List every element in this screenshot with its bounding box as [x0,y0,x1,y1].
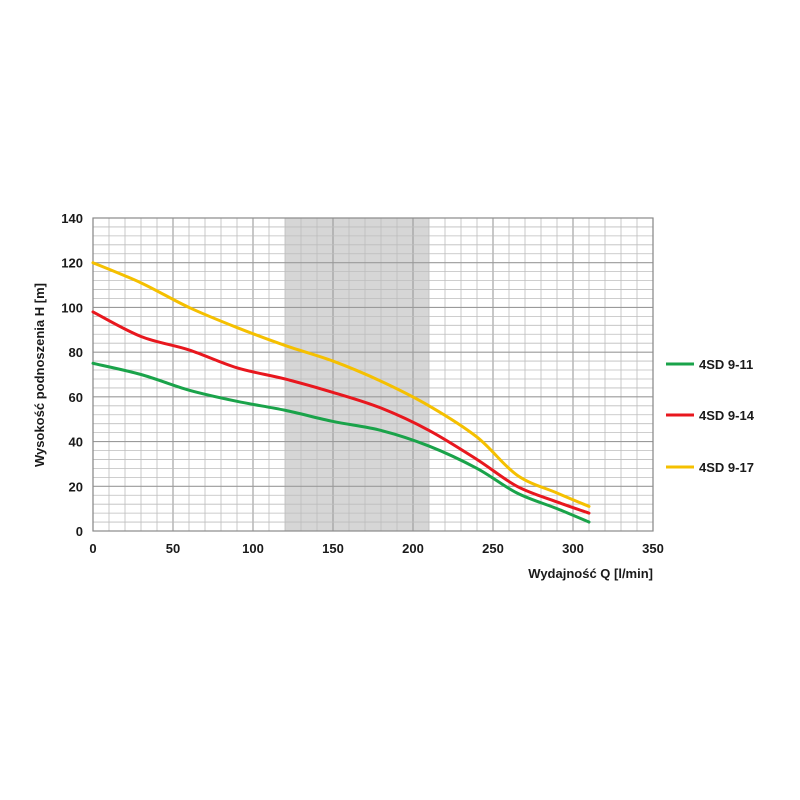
y-tick-label: 0 [76,524,83,539]
x-tick-label: 200 [402,541,424,556]
plot-frame [92,217,654,532]
legend-label: 4SD 9-11 [699,357,753,372]
y-tick-label: 80 [69,345,83,360]
y-tick-label: 60 [69,390,83,405]
y-tick-label: 40 [69,435,83,450]
x-tick-label: 50 [166,541,180,556]
tick-label-layer: 0 50 100 150 200 250 300 350 0 20 40 60 80 100 120 140 [61,211,664,556]
y-tick-label: 100 [61,300,83,315]
x-tick-label: 350 [642,541,664,556]
y-axis-title: Wysokość podnoszenia H [m] [32,283,47,467]
x-tick-label: 300 [562,541,584,556]
x-tick-label: 0 [89,541,96,556]
x-tick-label: 100 [242,541,264,556]
y-tick-label: 140 [61,211,83,226]
highlight-band-layer [285,218,429,531]
x-tick-label: 250 [482,541,504,556]
x-tick-label: 150 [322,541,344,556]
series-layer [91,261,591,524]
legend-label: 4SD 9-14 [699,408,755,423]
highlight-band [285,218,429,531]
series-line [91,310,591,515]
y-tick-label: 120 [61,256,83,271]
y-tick-label: 20 [69,479,83,494]
series-line [91,361,591,524]
series-line [91,261,591,508]
legend-label: 4SD 9-17 [699,460,754,475]
x-axis-title: Wydajność Q [l/min] [528,566,653,581]
legend: 4SD 9-11 4SD 9-14 4SD 9-17 [666,357,755,475]
